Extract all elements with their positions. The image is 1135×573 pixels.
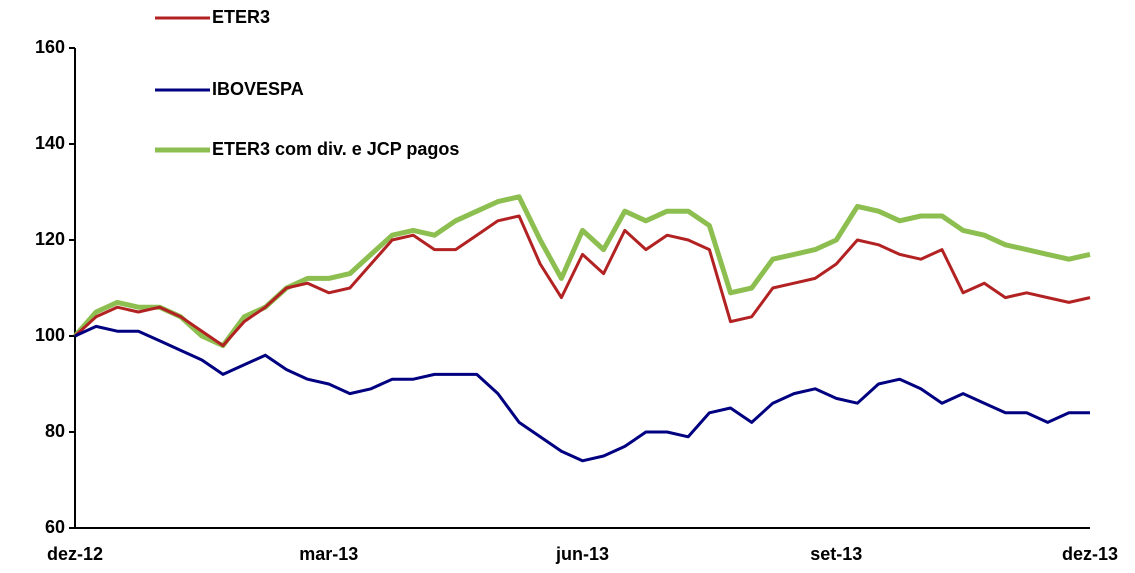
x-tick-label: set-13 [810, 544, 862, 564]
y-tick-label: 160 [35, 37, 65, 57]
y-tick-label: 140 [35, 133, 65, 153]
legend-label: ETER3 [212, 7, 270, 27]
x-tick-label: dez-12 [47, 544, 103, 564]
series-line [74, 324, 1090, 463]
legend-label: ETER3 com div. e JCP pagos [212, 139, 459, 159]
y-tick-label: 80 [45, 421, 65, 441]
series-line [73, 194, 1091, 349]
y-tick-label: 100 [35, 325, 65, 345]
y-tick-label: 60 [45, 517, 65, 537]
x-tick-label: dez-13 [1062, 544, 1118, 564]
legend-label: IBOVESPA [212, 79, 304, 99]
series-line [73, 214, 1091, 348]
y-tick-label: 120 [35, 229, 65, 249]
x-tick-label: mar-13 [299, 544, 358, 564]
x-tick-label: jun-13 [555, 544, 609, 564]
